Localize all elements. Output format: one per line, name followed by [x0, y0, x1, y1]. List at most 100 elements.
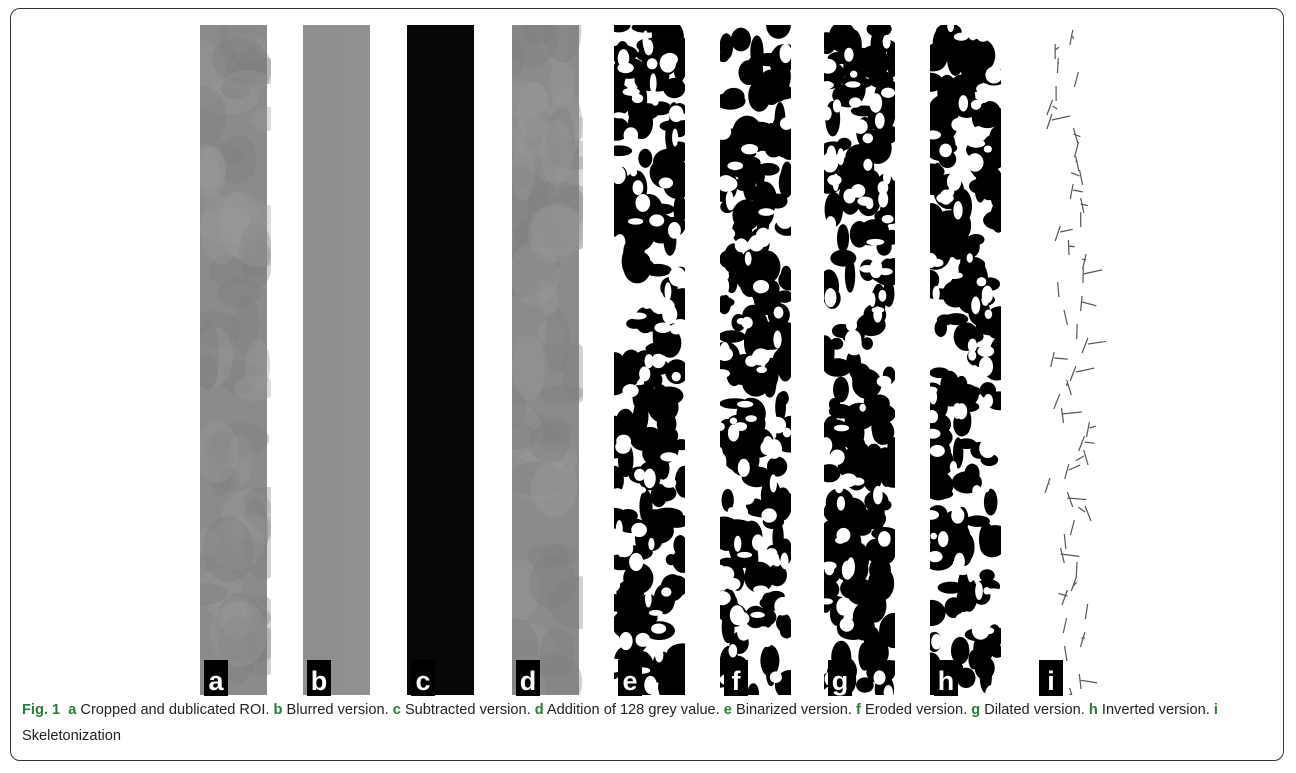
hole: [724, 228, 735, 239]
hole: [985, 309, 993, 319]
hole: [873, 486, 883, 504]
hole: [738, 459, 750, 477]
hole: [925, 386, 938, 393]
hole: [821, 561, 836, 570]
blob: [626, 319, 643, 329]
hole: [639, 366, 650, 381]
blob: [944, 313, 968, 325]
panel-label: a: [208, 666, 224, 696]
blob: [666, 554, 677, 565]
blob: [723, 88, 745, 105]
texture: [505, 112, 526, 152]
hole: [610, 488, 624, 504]
blob: [850, 221, 869, 248]
hole: [984, 145, 992, 152]
hole: [883, 170, 891, 185]
panel: [303, 25, 370, 695]
caption-letter: i: [1214, 702, 1218, 718]
hole: [753, 585, 768, 593]
hole: [933, 286, 940, 302]
blob: [603, 352, 626, 380]
texture: [244, 487, 288, 515]
blob: [918, 600, 946, 626]
blob: [662, 21, 684, 53]
hole: [639, 335, 650, 344]
hole: [837, 496, 845, 511]
hole: [733, 612, 750, 626]
caption-letter: b: [274, 702, 283, 718]
panel-label: f: [732, 666, 742, 696]
hole: [726, 578, 741, 590]
hole: [947, 19, 954, 32]
hole: [875, 113, 885, 129]
hole: [968, 139, 985, 147]
panel: [407, 25, 474, 695]
hole: [717, 453, 727, 470]
hole: [936, 193, 953, 203]
hole: [735, 505, 748, 519]
hole: [847, 557, 855, 577]
hole: [923, 510, 939, 520]
caption-letter: d: [535, 702, 544, 718]
hole: [836, 598, 850, 616]
texture: [235, 375, 275, 401]
hole: [972, 621, 990, 640]
hole: [631, 523, 647, 537]
hole: [977, 346, 994, 357]
hole: [630, 169, 637, 177]
hole: [967, 563, 974, 582]
hole: [930, 445, 945, 457]
hole: [953, 201, 962, 219]
hole: [837, 148, 844, 165]
hole: [863, 159, 872, 171]
hole: [728, 507, 736, 514]
caption-text: Cropped and dublicated ROI.: [80, 702, 269, 718]
blob: [672, 153, 683, 163]
hole: [985, 66, 1002, 83]
blob: [606, 145, 632, 156]
hole: [833, 174, 839, 192]
blob: [918, 480, 949, 493]
hole: [737, 318, 746, 324]
hole: [866, 239, 884, 245]
blob: [976, 166, 1004, 201]
panel: [174, 0, 292, 695]
caption-text: Eroded version.: [865, 702, 967, 718]
hole: [662, 478, 676, 488]
hole: [930, 533, 937, 540]
hole: [845, 81, 860, 87]
hole: [752, 353, 766, 366]
hole: [714, 591, 731, 605]
hole: [735, 238, 748, 252]
blob: [921, 48, 946, 72]
texture: [251, 106, 281, 130]
blob: [661, 574, 685, 601]
blob: [718, 294, 731, 314]
blob: [829, 398, 840, 411]
hole: [727, 162, 743, 170]
hole: [956, 496, 972, 503]
hole: [649, 214, 664, 226]
hole: [615, 440, 631, 454]
blob: [960, 578, 977, 612]
panel-label: b: [311, 666, 328, 696]
blob: [837, 224, 849, 253]
hole: [926, 410, 938, 423]
hole: [957, 118, 970, 128]
hole: [643, 31, 649, 50]
hole: [756, 228, 771, 247]
texture: [529, 423, 570, 462]
hole: [959, 95, 968, 111]
blob: [982, 525, 1009, 543]
blob: [652, 373, 662, 387]
blob: [965, 68, 976, 80]
hole: [925, 130, 941, 139]
hole: [883, 35, 891, 49]
hole: [714, 123, 731, 140]
hole: [758, 208, 774, 216]
texture: [512, 334, 545, 400]
panel-label: h: [938, 666, 955, 696]
hole: [774, 597, 791, 616]
hole: [971, 100, 981, 110]
hole: [763, 438, 771, 452]
